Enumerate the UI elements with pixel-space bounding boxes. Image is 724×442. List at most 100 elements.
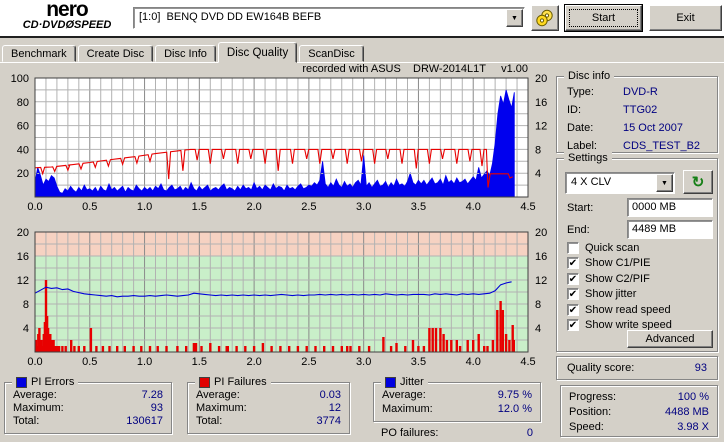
checkbox-quick-scan[interactable]: Quick scan [567, 240, 715, 256]
settings-checkboxes: Quick scan ✔ Show C1/PIE ✔ Show C2/PIF ✔ Show … [567, 240, 715, 333]
svg-text:16: 16 [17, 251, 29, 263]
jitter-stats-title: Jitter [381, 376, 428, 388]
logo-nero-text: nero [46, 0, 89, 21]
scan-speed-dropdown-button[interactable]: ▼ [656, 174, 673, 192]
disc-tools-button[interactable] [531, 5, 559, 31]
position-row: Position: 4488 MB [569, 406, 709, 418]
svg-text:3.0: 3.0 [356, 356, 371, 368]
pi-errors-swatch [16, 376, 27, 388]
tab-create-disc[interactable]: Create Disc [77, 45, 154, 62]
jitter-pi-failures-chart: 4 8 12 16 20 4 8 12 16 20 0.0 0.5 1.0 1.5 2.0 2.5 3.0 3.5… [17, 227, 548, 368]
po-failures-row: PO failures: 0 [381, 427, 533, 439]
pi-failures-stats-title: PI Failures [195, 376, 271, 388]
svg-text:8: 8 [535, 144, 541, 156]
focus-rectangle [569, 9, 638, 27]
tab-scandisc[interactable]: ScanDisc [299, 45, 364, 62]
quality-score-value: 93 [694, 362, 707, 374]
svg-text:100: 100 [11, 73, 29, 85]
nero-logo: nero CD·DVDØSPEED [4, 0, 130, 34]
quality-score-label: Quality score: [567, 362, 635, 374]
checkbox-box[interactable]: ✔ [567, 257, 579, 270]
checkbox-box[interactable]: ✔ [567, 288, 579, 301]
svg-text:3.5: 3.5 [411, 356, 426, 368]
svg-text:2.0: 2.0 [246, 356, 261, 368]
discs-icon [536, 9, 553, 27]
tab-disc-quality[interactable]: Disc Quality [217, 42, 298, 63]
svg-text:1.5: 1.5 [192, 201, 207, 213]
pi-errors-stats-box: PI Errors Average: 7.28 Maximum: 93 Total:… [4, 376, 172, 434]
svg-text:16: 16 [535, 97, 547, 109]
svg-text:4.5: 4.5 [520, 356, 535, 368]
svg-text:12: 12 [535, 275, 547, 287]
checkbox-label: Show read speed [585, 303, 671, 316]
svg-text:1.0: 1.0 [137, 201, 152, 213]
svg-text:12: 12 [17, 275, 29, 287]
svg-text:20: 20 [17, 227, 29, 239]
svg-text:40: 40 [17, 144, 29, 156]
progress-box: Progress: 100 % Position: 4488 MB Speed: 3.… [560, 385, 718, 437]
recorded-with-text: recorded with ASUS DRW-2014L1T v1.00 [302, 63, 528, 75]
progress-row: Progress: 100 % [569, 391, 709, 403]
checkbox-box[interactable]: ✔ [567, 272, 579, 285]
svg-text:0.5: 0.5 [82, 356, 97, 368]
checkbox-box[interactable] [567, 241, 579, 254]
pi-failures-stats-box: PI Failures Average: 0.03 Maximum: 12 Tota… [187, 376, 350, 434]
start-position-label: Start: [567, 202, 594, 214]
drive-selector-value: [1:0] BENQ DVD DD EW164B BEFB [139, 11, 322, 23]
refresh-button[interactable]: ↻ [683, 170, 713, 194]
checkbox-show-jitter[interactable]: ✔ Show jitter [567, 287, 715, 303]
svg-text:20: 20 [535, 227, 547, 239]
svg-text:8: 8 [535, 299, 541, 311]
svg-text:2.5: 2.5 [301, 356, 316, 368]
start-button[interactable]: Start [565, 5, 642, 31]
disc-info-group: Disc info Type: DVD-R ID: TTG02 Date: 15 Oc… [556, 70, 718, 153]
settings-title: Settings [564, 152, 612, 164]
disc-info-title: Disc info [564, 70, 615, 82]
svg-text:4.5: 4.5 [520, 201, 535, 213]
svg-text:4.0: 4.0 [466, 356, 481, 368]
drive-selector-dropdown-button[interactable]: ▼ [506, 9, 523, 27]
exit-button-label: Exit [676, 12, 695, 24]
svg-text:12: 12 [535, 121, 547, 133]
svg-text:0.5: 0.5 [82, 201, 97, 213]
pi-errors-chart: 20 40 60 80 100 4 8 12 16 20 0.0 0.5 1.0 1.5 2.0 2.5 3.0… [11, 73, 548, 213]
pi-failures-swatch [199, 376, 210, 388]
tab-benchmark[interactable]: Benchmark [2, 45, 76, 62]
checkbox-box[interactable]: ✔ [567, 319, 579, 332]
end-position-field[interactable]: 4489 MB [627, 220, 713, 239]
checkbox-label: Quick scan [585, 241, 640, 254]
start-position-field[interactable]: 0000 MB [627, 198, 713, 217]
checkbox-label: Show C1/PIE [585, 257, 651, 270]
checkbox-show-c1-pie[interactable]: ✔ Show C1/PIE [567, 256, 715, 272]
exit-button[interactable]: Exit [649, 5, 722, 31]
svg-text:4.0: 4.0 [466, 201, 481, 213]
svg-text:0.0: 0.0 [27, 201, 42, 213]
svg-text:1.0: 1.0 [137, 356, 152, 368]
checkbox-label: Show write speed [585, 319, 672, 332]
checkbox-show-c2-pif[interactable]: ✔ Show C2/PIF [567, 271, 715, 287]
refresh-icon: ↻ [691, 174, 705, 191]
checkbox-show-read-speed[interactable]: ✔ Show read speed [567, 302, 715, 318]
checkbox-box[interactable]: ✔ [567, 303, 579, 316]
jitter-swatch [385, 376, 396, 388]
po-failures-label: PO failures: [381, 427, 439, 439]
drive-selector[interactable]: [1:0] BENQ DVD DD EW164B BEFB ▼ [133, 7, 525, 29]
tab-page-disc-quality [0, 62, 724, 442]
speed-row: Speed: 3.98 X [569, 421, 709, 433]
tab-disc-info[interactable]: Disc Info [155, 45, 216, 62]
logo-cddvdspeed-text: CD·DVDØSPEED [22, 19, 112, 31]
settings-group: Settings 4 X CLV ▼ ↻ Start: 0000 MB End:… [556, 152, 718, 352]
end-position-label: End: [567, 224, 590, 236]
svg-text:2.5: 2.5 [301, 201, 316, 213]
advanced-button[interactable]: Advanced [627, 330, 713, 348]
pi-errors-stats-title: PI Errors [12, 376, 79, 388]
checkbox-show-write-speed[interactable]: ✔ Show write speed [567, 318, 715, 334]
svg-text:8: 8 [23, 299, 29, 311]
scan-speed-selector[interactable]: 4 X CLV ▼ [565, 172, 675, 194]
svg-text:16: 16 [535, 251, 547, 263]
checkbox-label: Show jitter [585, 288, 637, 301]
svg-text:3.0: 3.0 [356, 201, 371, 213]
checkbox-label: Show C2/PIF [585, 272, 650, 285]
svg-text:60: 60 [17, 121, 29, 133]
